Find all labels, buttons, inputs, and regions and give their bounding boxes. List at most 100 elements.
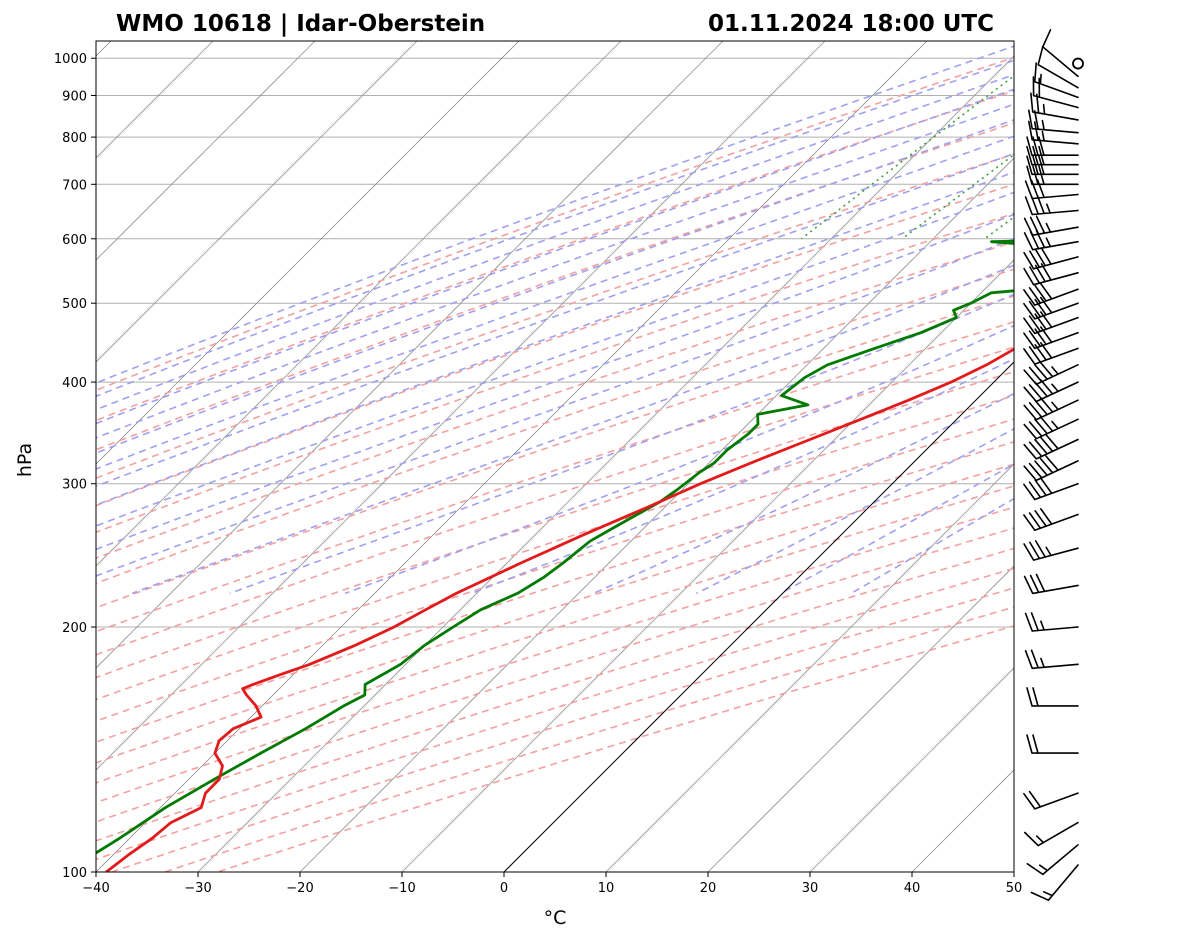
- wind-barb: [1028, 120, 1079, 145]
- wind-barb: [1023, 573, 1079, 595]
- wind-barb: [1032, 76, 1079, 109]
- profiles: [96, 239, 1014, 872]
- isotherm--90: [96, 41, 418, 363]
- x-tick-label-40: 40: [904, 881, 921, 896]
- wind-barb: [1023, 433, 1079, 460]
- temperature-line: [105, 347, 1014, 872]
- wind-barb: [1023, 790, 1079, 810]
- isotherm--60: [96, 41, 724, 669]
- wind-barb: [1026, 145, 1079, 166]
- x-tick-label--40: −40: [82, 881, 109, 896]
- chart-title-datetime: 01.11.2024 18:00 UTC: [708, 11, 994, 37]
- wind-barb: [1023, 311, 1079, 335]
- x-tick-label-0: 0: [500, 881, 508, 896]
- wind-barbs: [1023, 29, 1084, 901]
- wind-barb: [1023, 477, 1079, 501]
- moist-adiabat--14: [96, 103, 1014, 439]
- wind-barb: [1023, 326, 1079, 350]
- isotherm-30: [809, 667, 1014, 872]
- wind-barb: [1023, 342, 1079, 365]
- zero-isotherm: [503, 361, 1014, 872]
- isotherm--80: [96, 41, 520, 465]
- y-tick-label-900: 900: [62, 89, 87, 104]
- dry-adiabat-180: [111, 587, 1014, 872]
- wind-barb: [1026, 155, 1079, 176]
- plot-frame: [95, 40, 1015, 873]
- wind-barb: [1034, 62, 1079, 99]
- moist-adiabat-10: [96, 213, 1014, 551]
- x-axis: −40 −30 −20 −10 0 10 20 30 40 50: [82, 872, 1022, 896]
- wind-barb: [1037, 45, 1079, 89]
- dry-adiabat-0: [96, 153, 1014, 479]
- moist-adiabat--10: [96, 119, 1014, 454]
- dry-adiabat--20: [96, 90, 1014, 422]
- x-tick-label--20: −20: [286, 881, 313, 896]
- moist-adiabat--18: [96, 88, 1014, 425]
- y-tick-label-300: 300: [62, 478, 87, 493]
- wind-barb: [1023, 247, 1079, 270]
- y-tick-label-200: 200: [62, 621, 87, 636]
- wind-barb: [1030, 92, 1079, 121]
- wind-barb: [1023, 230, 1079, 251]
- wind-barb: [1024, 612, 1079, 632]
- isotherm--10: [401, 259, 1014, 872]
- isotherm--30: [197, 55, 1014, 872]
- mixing-ratio-lines: [800, 74, 1014, 240]
- y-axis-label: hPa: [14, 443, 36, 477]
- y-tick-label-800: 800: [62, 131, 87, 146]
- chart-title-station: WMO 10618 | Idar-Oberstein: [116, 11, 485, 37]
- wind-barb: [1023, 416, 1079, 440]
- moist-adiabat--2: [96, 152, 1014, 488]
- x-tick-label-30: 30: [802, 881, 819, 896]
- isotherm-10: [605, 463, 1014, 872]
- moist-adiabats: [96, 45, 1014, 595]
- isotherm--70: [96, 41, 622, 567]
- wind-barb: [1042, 29, 1079, 78]
- wind-barb: [1026, 165, 1079, 186]
- wind-barb: [1023, 296, 1079, 320]
- isotherm-0: [503, 361, 1014, 872]
- wind-barb: [1024, 649, 1079, 670]
- y-tick-label-700: 700: [62, 178, 87, 193]
- wind-barb: [1028, 109, 1079, 134]
- moist-adiabat-6: [96, 191, 1014, 527]
- dry-adiabat-30: [96, 240, 1014, 559]
- moist-adiabat-34: [593, 392, 1014, 595]
- isotherm--50: [96, 41, 826, 771]
- wind-barb: [1026, 844, 1079, 876]
- y-tick-label-100: 100: [62, 866, 87, 881]
- wind-barb: [1023, 508, 1079, 531]
- mixing-ratio-0.4: [800, 74, 1014, 240]
- x-tick-label-50: 50: [1006, 881, 1023, 896]
- moist-adiabat-22: [229, 293, 1014, 595]
- dry-adiabat-110: [96, 441, 1014, 743]
- moist-adiabat-18: [131, 264, 1014, 595]
- wind-barb: [1024, 179, 1079, 200]
- wind-barb: [1023, 215, 1079, 236]
- wind-barb: [1024, 195, 1079, 216]
- pressure-gridlines: [96, 57, 1014, 872]
- x-tick-label-10: 10: [598, 881, 615, 896]
- wind-barb: [1023, 361, 1079, 386]
- isotherm--100: [96, 41, 316, 261]
- wind-barb: [1023, 282, 1079, 306]
- wind-barb: [1026, 734, 1079, 754]
- wind-barb: [1026, 687, 1079, 707]
- moist-adiabat--26: [96, 59, 1014, 398]
- wind-barb: [1023, 378, 1079, 403]
- wind-barb: [1023, 540, 1079, 561]
- x-tick-label--10: −10: [388, 881, 415, 896]
- dry-adiabat-80: [96, 370, 1014, 679]
- isotherm--40: [96, 41, 928, 872]
- y-axis: 1000 900 800 700 600 500 400 300 200 100: [54, 52, 96, 881]
- y-tick-label-1000: 1000: [54, 52, 87, 67]
- y-tick-label-600: 600: [62, 233, 87, 248]
- wind-barb: [1023, 455, 1079, 482]
- wind-barb: [1030, 864, 1079, 901]
- wind-barb: [1023, 263, 1079, 286]
- dry-adiabat-50: [96, 295, 1014, 609]
- dry-adiabat-120: [96, 463, 1014, 764]
- dry-adiabat-100: [96, 418, 1014, 722]
